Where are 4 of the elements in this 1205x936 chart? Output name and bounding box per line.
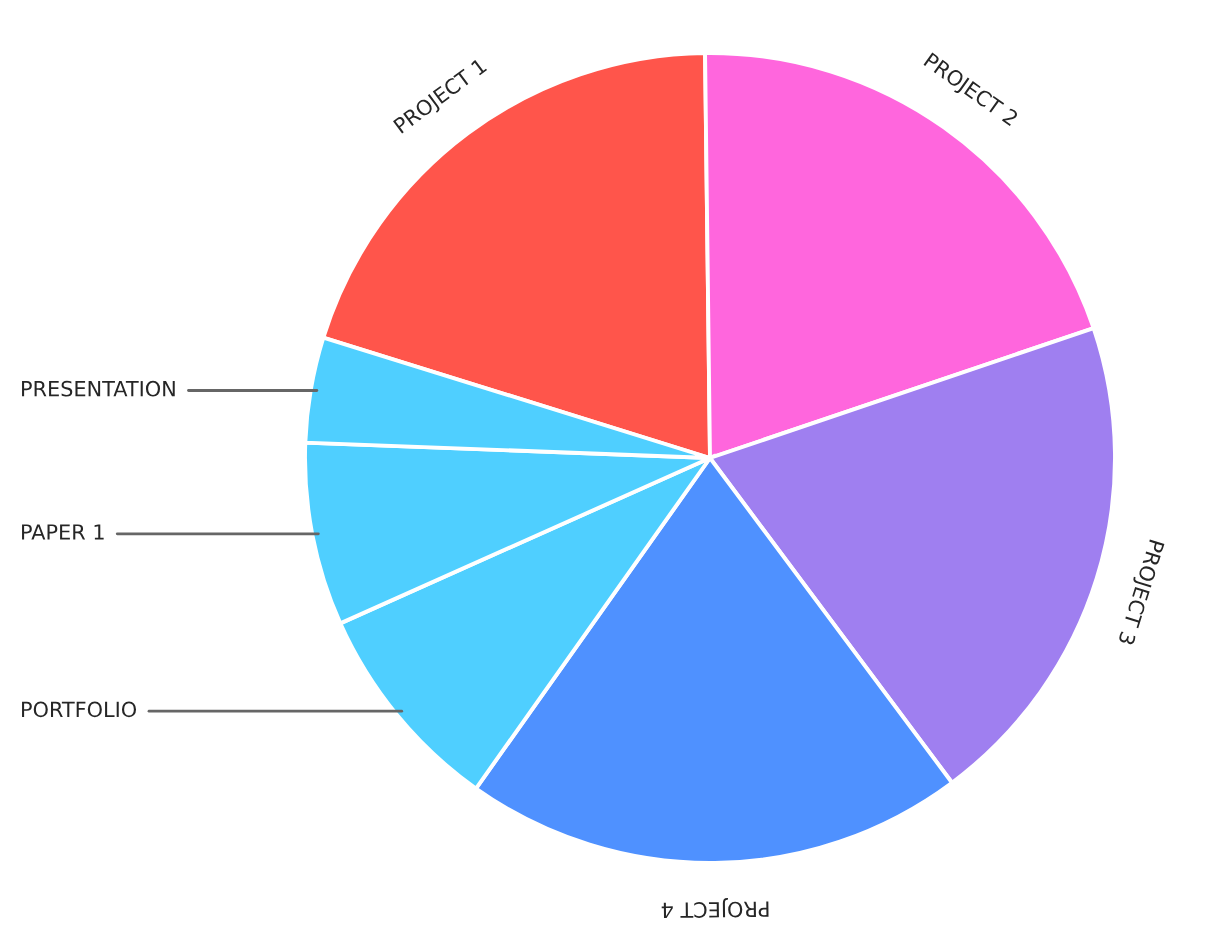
slice-label: PORTFOLIO <box>22 701 137 718</box>
slice-label: PRESENTATION <box>22 380 175 397</box>
slice-label: PROJECT 4 <box>661 897 769 919</box>
slice-label: PAPER 1 <box>22 524 104 540</box>
